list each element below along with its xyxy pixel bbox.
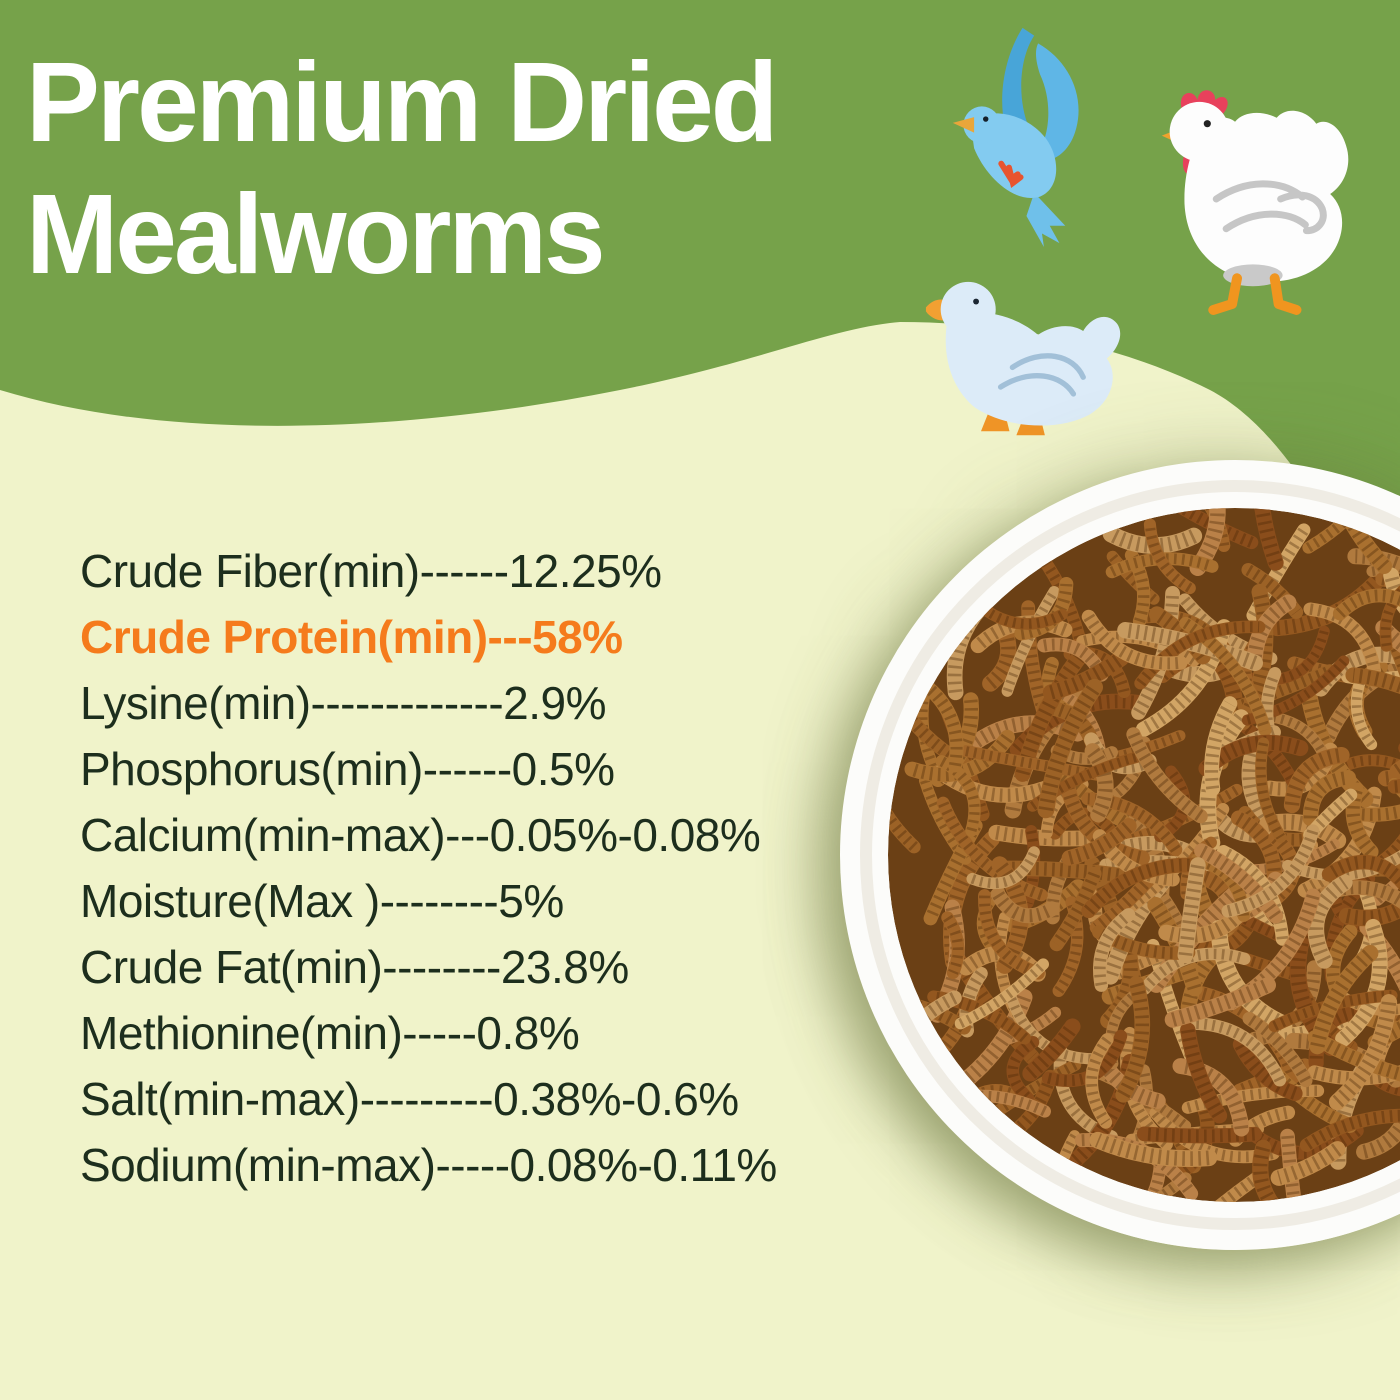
- nutrition-row-crude-protein: Crude Protein(min)---58%: [80, 611, 623, 663]
- nutrition-row-moisture: Moisture(Max )--------5%: [80, 875, 564, 927]
- duck-icon: [925, 281, 1121, 436]
- title-line-1: Premium Dried: [26, 39, 778, 165]
- nutrition-row-phosphorus: Phosphorus(min)------0.5%: [80, 743, 615, 795]
- nutrition-row-methionine: Methionine(min)-----0.8%: [80, 1007, 580, 1059]
- page-title: Premium Dried Mealworms: [26, 36, 778, 300]
- chicken-icon: [1161, 90, 1349, 315]
- nutrition-row-lysine: Lysine(min)-------------2.9%: [80, 677, 607, 729]
- nutrition-row-calcium: Calcium(min-max)---0.05%-0.08%: [80, 809, 761, 861]
- nutrition-row-sodium: Sodium(min-max)-----0.08%-0.11%: [80, 1139, 777, 1191]
- mealworms-bowl-photo: [840, 460, 1400, 1250]
- nutrition-row-salt: Salt(min-max)---------0.38%-0.6%: [80, 1073, 739, 1125]
- title-line-2: Mealworms: [26, 171, 606, 298]
- nutrition-list: Crude Fiber(min)------12.25% Crude Prote…: [80, 538, 777, 1198]
- nutrition-row-crude-fiber: Crude Fiber(min)------12.25%: [80, 545, 662, 597]
- nutrition-row-crude-fat: Crude Fat(min)--------23.8%: [80, 941, 629, 993]
- blue-bird-icon: [952, 27, 1079, 248]
